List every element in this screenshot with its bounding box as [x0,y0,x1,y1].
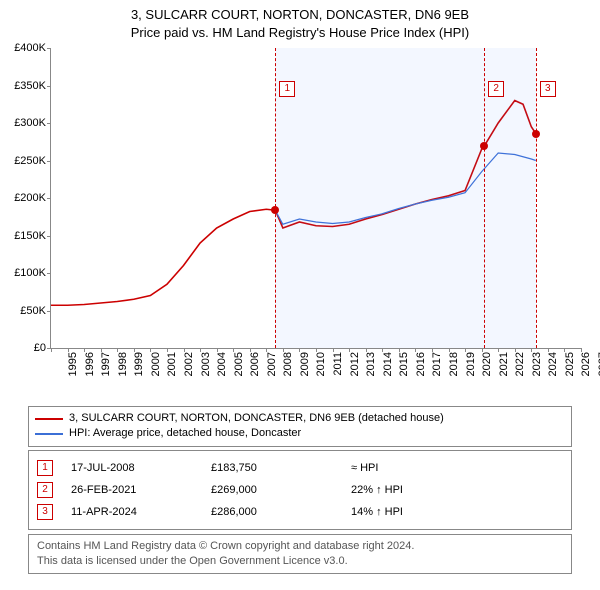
x-axis-label: 2006 [249,352,261,376]
table-row: 2 26-FEB-2021 £269,000 22% ↑ HPI [37,479,563,501]
sale-point [532,130,540,138]
legend-item-property: 3, SULCARR COURT, NORTON, DONCASTER, DN6… [35,411,565,426]
x-axis-label: 2021 [498,352,510,376]
x-axis-label: 2004 [216,352,228,376]
x-axis-label: 2007 [266,352,278,376]
x-axis-label: 1996 [84,352,96,376]
chart-sale-marker: 2 [488,81,504,97]
x-axis-label: 2022 [514,352,526,376]
x-axis-label: 2017 [432,352,444,376]
legend-swatch-hpi [35,433,63,435]
y-axis-label: £150K [14,230,46,242]
y-axis-label: £200K [14,192,46,204]
x-axis-label: 2008 [283,352,295,376]
y-axis-label: £100K [14,267,46,279]
plot-region: £0£50K£100K£150K£200K£250K£300K£350K£400… [50,48,581,349]
footer-line-1: Contains HM Land Registry data © Crown c… [37,539,563,554]
sale-marker-3: 3 [37,504,53,520]
y-axis-label: £300K [14,117,46,129]
x-axis-label: 2009 [299,352,311,376]
x-axis-label: 2019 [465,352,477,376]
x-axis-label: 2025 [564,352,576,376]
sale-date: 26-FEB-2021 [71,484,211,496]
sale-point [480,142,488,150]
chart-sale-marker: 1 [279,81,295,97]
x-axis-label: 2014 [382,352,394,376]
title-subtitle: Price paid vs. HM Land Registry's House … [0,24,600,42]
table-row: 1 17-JUL-2008 £183,750 ≈ HPI [37,457,563,479]
sale-delta: 22% ↑ HPI [351,484,563,496]
x-axis-label: 1998 [117,352,129,376]
footer-line-2: This data is licensed under the Open Gov… [37,554,563,569]
title-block: 3, SULCARR COURT, NORTON, DONCASTER, DN6… [0,0,600,41]
y-axis-label: £50K [20,305,46,317]
x-axis-label: 2016 [415,352,427,376]
sale-point [271,206,279,214]
x-axis-label: 2020 [481,352,493,376]
y-axis-label: £350K [14,80,46,92]
sale-delta: ≈ HPI [351,462,563,474]
x-axis-label: 2013 [365,352,377,376]
sale-price: £269,000 [211,484,351,496]
sale-vline [484,48,485,348]
x-axis-label: 2005 [233,352,245,376]
x-axis-label: 1995 [67,352,79,376]
sale-vline [275,48,276,348]
y-axis-label: £400K [14,42,46,54]
x-axis-label: 2010 [316,352,328,376]
y-axis-label: £0 [34,342,46,354]
legend: 3, SULCARR COURT, NORTON, DONCASTER, DN6… [28,406,572,447]
table-row: 3 11-APR-2024 £286,000 14% ↑ HPI [37,501,563,523]
chart-area: £0£50K£100K£150K£200K£250K£300K£350K£400… [50,48,580,388]
sale-marker-1: 1 [37,460,53,476]
sale-price: £183,750 [211,462,351,474]
sale-marker-2: 2 [37,482,53,498]
x-axis-label: 2002 [183,352,195,376]
sales-table: 1 17-JUL-2008 £183,750 ≈ HPI 2 26-FEB-20… [28,450,572,530]
x-axis-label: 2026 [581,352,593,376]
legend-swatch-property [35,418,63,420]
legend-label-property: 3, SULCARR COURT, NORTON, DONCASTER, DN6… [69,411,444,426]
legend-label-hpi: HPI: Average price, detached house, Donc… [69,426,301,441]
sale-date: 11-APR-2024 [71,506,211,518]
x-axis-label: 1997 [100,352,112,376]
x-axis-label: 1999 [133,352,145,376]
x-axis-label: 2024 [548,352,560,376]
x-axis-label: 2011 [332,352,344,376]
sale-vline [536,48,537,348]
x-axis-label: 2015 [398,352,410,376]
y-axis-label: £250K [14,155,46,167]
x-axis-label: 2023 [531,352,543,376]
sale-price: £286,000 [211,506,351,518]
x-axis-label: 2001 [167,352,179,376]
title-address: 3, SULCARR COURT, NORTON, DONCASTER, DN6… [0,6,600,24]
sale-date: 17-JUL-2008 [71,462,211,474]
sale-delta: 14% ↑ HPI [351,506,563,518]
chart-container: 3, SULCARR COURT, NORTON, DONCASTER, DN6… [0,0,600,590]
x-axis-label: 2000 [150,352,162,376]
x-axis-label: 2012 [349,352,361,376]
x-axis-label: 2018 [448,352,460,376]
legend-item-hpi: HPI: Average price, detached house, Donc… [35,426,565,441]
x-axis-label: 2003 [200,352,212,376]
chart-sale-marker: 3 [540,81,556,97]
footer-attribution: Contains HM Land Registry data © Crown c… [28,534,572,574]
